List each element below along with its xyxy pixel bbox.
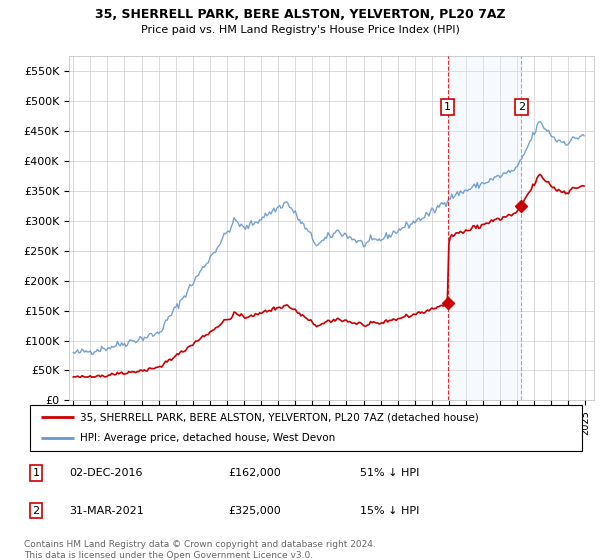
Text: 51% ↓ HPI: 51% ↓ HPI xyxy=(360,468,419,478)
Text: 1: 1 xyxy=(444,102,451,112)
Text: 35, SHERRELL PARK, BERE ALSTON, YELVERTON, PL20 7AZ: 35, SHERRELL PARK, BERE ALSTON, YELVERTO… xyxy=(95,8,505,21)
Text: 31-MAR-2021: 31-MAR-2021 xyxy=(69,506,144,516)
Text: 02-DEC-2016: 02-DEC-2016 xyxy=(69,468,143,478)
Text: Contains HM Land Registry data © Crown copyright and database right 2024.
This d: Contains HM Land Registry data © Crown c… xyxy=(24,540,376,559)
Text: 2: 2 xyxy=(518,102,525,112)
Bar xyxy=(448,56,521,400)
Text: Price paid vs. HM Land Registry's House Price Index (HPI): Price paid vs. HM Land Registry's House … xyxy=(140,25,460,35)
Text: 15% ↓ HPI: 15% ↓ HPI xyxy=(360,506,419,516)
Text: 1: 1 xyxy=(32,468,40,478)
Text: 2: 2 xyxy=(32,506,40,516)
Text: 35, SHERRELL PARK, BERE ALSTON, YELVERTON, PL20 7AZ (detached house): 35, SHERRELL PARK, BERE ALSTON, YELVERTO… xyxy=(80,412,478,422)
FancyBboxPatch shape xyxy=(30,405,582,451)
Text: HPI: Average price, detached house, West Devon: HPI: Average price, detached house, West… xyxy=(80,433,335,444)
Text: £325,000: £325,000 xyxy=(228,506,281,516)
Text: £162,000: £162,000 xyxy=(228,468,281,478)
